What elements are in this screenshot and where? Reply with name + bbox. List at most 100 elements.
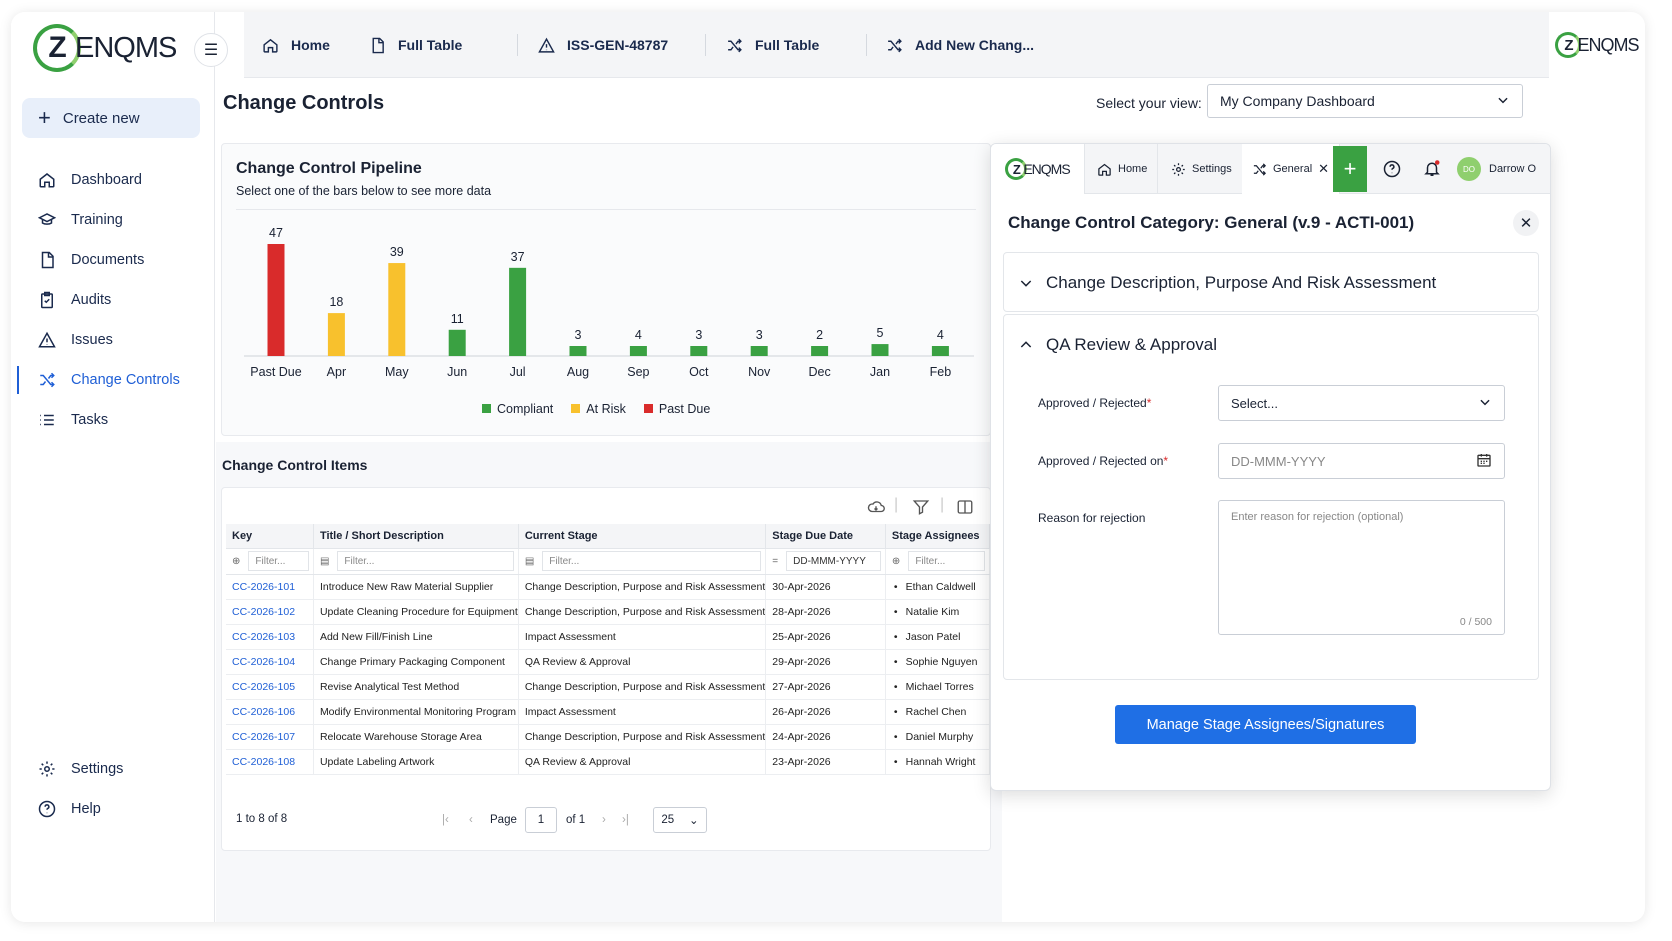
sidebar-item-dashboard[interactable]: Dashboard <box>11 160 215 200</box>
prev-page-icon[interactable]: ‹ <box>469 814 473 826</box>
column-header-stage[interactable]: Current Stage <box>518 524 767 549</box>
row-key-link[interactable]: CC-2026-103 <box>226 624 314 650</box>
sidebar-item-documents[interactable]: Documents <box>11 240 215 280</box>
sidebar-item-audits[interactable]: Audits <box>11 280 215 320</box>
tab-label: Home <box>291 37 330 53</box>
table-row[interactable]: CC-2026-104 Change Primary Packaging Comp… <box>226 649 991 675</box>
sidebar-item-label: Tasks <box>71 412 109 428</box>
column-header-title[interactable]: Title / Short Description <box>313 524 519 549</box>
page-number-input[interactable]: 1 <box>525 807 557 833</box>
key-filter-input[interactable]: Filter... <box>248 551 309 571</box>
tab-home[interactable]: Home <box>262 12 330 78</box>
chart-bar-nov[interactable] <box>750 346 768 356</box>
row-due-date: 29-Apr-2026 <box>765 649 886 675</box>
columns-icon[interactable] <box>956 498 974 521</box>
tab-add-new-change[interactable]: Add New Chang... <box>886 12 1034 78</box>
chart-bar-oct[interactable] <box>690 346 708 356</box>
panel-tab-home[interactable]: Home <box>1087 144 1159 194</box>
chart-bar-jun[interactable] <box>448 329 466 356</box>
section-change-description[interactable]: Change Description, Purpose And Risk Ass… <box>1003 252 1539 312</box>
close-tab-icon[interactable]: ✕ <box>1318 161 1330 176</box>
table-row[interactable]: CC-2026-101 Introduce New Raw Material Su… <box>226 574 991 600</box>
row-stage: Impact Assessment <box>518 624 767 650</box>
approved-date-input[interactable]: DD-MMM-YYYY <box>1218 443 1505 479</box>
menu-toggle-button[interactable]: ☰ <box>194 33 228 67</box>
tab-full-table[interactable]: Full Table <box>369 12 462 78</box>
approved-rejected-select[interactable]: Select... <box>1218 385 1505 421</box>
calendar-icon[interactable] <box>1476 452 1492 471</box>
row-key-link[interactable]: CC-2026-105 <box>226 674 314 700</box>
filter-type-icon[interactable]: ⊕ <box>891 555 901 567</box>
chart-bar-feb[interactable] <box>931 346 949 356</box>
filter-icon[interactable] <box>912 498 930 521</box>
panel-tab-general[interactable]: General ✕ <box>1242 144 1341 194</box>
table-row[interactable]: CC-2026-102 Update Cleaning Procedure for… <box>226 599 991 625</box>
filter-type-icon[interactable]: ▤ <box>524 555 535 567</box>
tab-full-table-2[interactable]: Full Table <box>726 12 819 78</box>
tab-label: Full Table <box>398 37 463 53</box>
view-selector-dropdown[interactable]: My Company Dashboard <box>1207 84 1523 118</box>
chart-bar-sep[interactable] <box>629 346 647 356</box>
chart-bar-dec[interactable] <box>811 346 829 356</box>
next-page-icon[interactable]: › <box>602 814 606 826</box>
sidebar-item-settings[interactable]: Settings <box>11 749 215 789</box>
chart-bar-jan[interactable] <box>871 344 889 356</box>
table-row[interactable]: CC-2026-108 Update Labeling Artwork QA Rev… <box>226 749 991 775</box>
column-header-assignees[interactable]: Stage Assignees <box>885 524 991 549</box>
reason-textarea[interactable]: Enter reason for rejection (optional) 0 … <box>1218 500 1505 635</box>
column-header-due-date[interactable]: Stage Due Date <box>765 524 886 549</box>
chart-bar-aug[interactable] <box>569 346 587 356</box>
help-icon[interactable] <box>1383 160 1401 183</box>
tab-issue[interactable]: ISS-GEN-48787 <box>538 12 668 78</box>
panel-tab-settings[interactable]: Settings <box>1161 144 1243 194</box>
chart-bar-past-due[interactable] <box>267 244 285 356</box>
row-key-link[interactable]: CC-2026-101 <box>226 574 314 600</box>
add-tab-button[interactable]: + <box>1333 146 1367 192</box>
due-date-filter-input[interactable]: DD-MMM-YYYY <box>786 551 881 571</box>
table-row[interactable]: CC-2026-105 Revise Analytical Test Method… <box>226 674 991 700</box>
create-new-button[interactable]: + Create new <box>22 98 200 138</box>
column-header-key[interactable]: Key <box>226 524 314 549</box>
logo-ring: Z <box>1005 158 1028 180</box>
chart-bar-may[interactable] <box>388 263 406 356</box>
row-stage: Change Description, Purpose and Risk Ass… <box>518 724 767 750</box>
row-key-link[interactable]: CC-2026-107 <box>226 724 314 750</box>
section-qa-review-header[interactable]: QA Review & Approval <box>1004 315 1538 375</box>
first-page-icon[interactable]: |‹ <box>442 814 449 826</box>
table-header-row: Key Title / Short Description Current St… <box>226 524 991 549</box>
bell-icon[interactable] <box>1423 159 1441 183</box>
table-row[interactable]: CC-2026-106 Modify Environmental Monitori… <box>226 699 991 725</box>
row-key-link[interactable]: CC-2026-106 <box>226 699 314 725</box>
logo-text: ENQMS <box>1023 161 1070 177</box>
user-menu[interactable]: DO Darrow O <box>1457 157 1536 181</box>
sidebar-item-help[interactable]: Help <box>11 789 215 829</box>
row-key-link[interactable]: CC-2026-102 <box>226 599 314 625</box>
table-row[interactable]: CC-2026-107 Relocate Warehouse Storage Ar… <box>226 724 991 750</box>
chart-bar-jul[interactable] <box>509 267 527 356</box>
filter-type-icon[interactable]: ▤ <box>319 555 330 567</box>
row-due-date: 28-Apr-2026 <box>765 599 886 625</box>
title-filter-input[interactable]: Filter... <box>337 551 514 571</box>
chart-tick-label: Jan <box>870 365 890 379</box>
user-name: Darrow O <box>1489 163 1537 175</box>
sidebar-item-issues[interactable]: Issues <box>11 320 215 360</box>
sidebar-item-label: Change Controls <box>71 372 180 388</box>
last-page-icon[interactable]: ›| <box>622 814 629 826</box>
equals-icon[interactable]: = <box>772 555 779 567</box>
table-row[interactable]: CC-2026-103 Add New Fill/Finish Line Impac… <box>226 624 991 650</box>
cloud-download-icon[interactable] <box>866 498 886 521</box>
filter-type-icon[interactable]: ⊕ <box>232 555 241 567</box>
row-key-link[interactable]: CC-2026-104 <box>226 649 314 675</box>
chart-bar-apr[interactable] <box>327 313 345 356</box>
stage-filter-input[interactable]: Filter... <box>542 551 762 571</box>
row-key-link[interactable]: CC-2026-108 <box>226 749 314 775</box>
manage-assignees-button[interactable]: Manage Stage Assignees/Signatures <box>1115 705 1416 744</box>
brand-logo[interactable]: Z ENQMS <box>33 24 177 72</box>
sidebar-item-training[interactable]: Training <box>11 200 215 240</box>
sidebar-item-change-controls[interactable]: Change Controls <box>11 360 215 400</box>
assignee-filter-input[interactable]: Filter... <box>908 551 985 571</box>
close-panel-button[interactable]: ✕ <box>1513 210 1539 236</box>
chart-data-label: 18 <box>329 295 343 309</box>
page-size-select[interactable]: 25 ⌄ <box>653 807 707 833</box>
sidebar-item-tasks[interactable]: Tasks <box>11 400 215 440</box>
